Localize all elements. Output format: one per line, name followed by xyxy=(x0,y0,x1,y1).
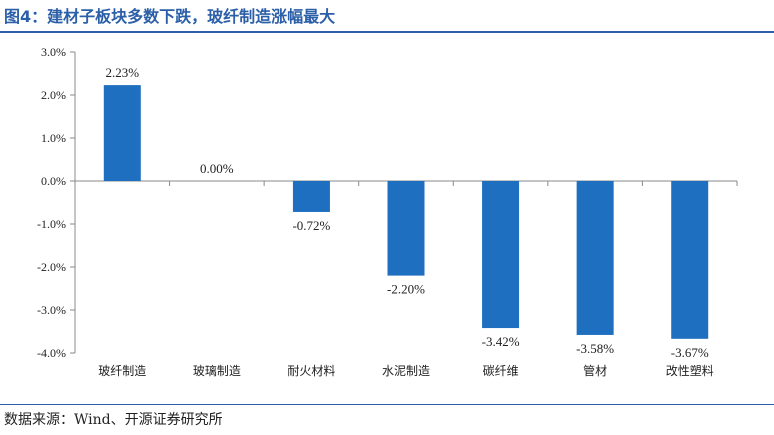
y-tick-label: -1.0% xyxy=(37,217,66,231)
y-tick-label: 2.0% xyxy=(41,88,66,102)
data-label: -3.58% xyxy=(576,341,614,356)
bar xyxy=(671,181,709,339)
bar xyxy=(387,181,425,276)
y-tick-label: 0.0% xyxy=(41,174,66,188)
x-tick-label: 玻璃制造 xyxy=(193,364,241,378)
y-tick-label: -2.0% xyxy=(37,260,66,274)
bar xyxy=(576,181,614,335)
data-label: -3.42% xyxy=(482,334,520,349)
x-tick-label: 碳纤维 xyxy=(483,364,519,378)
x-tick-label: 耐火材料 xyxy=(287,364,335,378)
data-label: 2.23% xyxy=(105,65,139,80)
bar xyxy=(482,181,520,329)
footer-divider xyxy=(0,404,774,405)
data-label: -2.20% xyxy=(387,282,425,297)
bar xyxy=(292,181,330,212)
data-label: -3.67% xyxy=(671,345,709,360)
y-tick-label: 1.0% xyxy=(41,131,66,145)
x-tick-label: 改性塑料 xyxy=(666,363,714,378)
y-tick-label: 3.0% xyxy=(41,45,66,59)
source-note: 数据来源：Wind、开源证券研究所 xyxy=(4,412,223,428)
data-label: 0.00% xyxy=(200,161,234,176)
chart-axes: 3.0% 2.0% 1.0% 0.0% -1.0% -2.0% -3.0% -4.0% xyxy=(37,45,738,360)
bar xyxy=(103,85,141,181)
y-tick-label: -3.0% xyxy=(37,303,66,317)
x-tick-label: 管材 xyxy=(583,363,607,378)
bar-chart: 3.0% 2.0% 1.0% 0.0% -1.0% -2.0% -3.0% -4.0% 2.2… xyxy=(37,45,738,378)
figure-title: 图4：建材子板块多数下跌，玻纤制造涨幅最大 xyxy=(4,7,336,26)
data-label: -0.72% xyxy=(292,218,330,233)
chart-bars xyxy=(103,85,709,339)
title-divider xyxy=(0,31,774,33)
y-tick-label: -4.0% xyxy=(37,346,66,360)
x-tick-label: 玻纤制造 xyxy=(98,364,146,378)
x-tick-label: 水泥制造 xyxy=(382,364,430,378)
chart-labels: 2.23% 玻纤制造 0.00% 玻璃制造 -0.72% 耐火材料 -2.20% 水泥制造 -3… xyxy=(98,65,713,378)
